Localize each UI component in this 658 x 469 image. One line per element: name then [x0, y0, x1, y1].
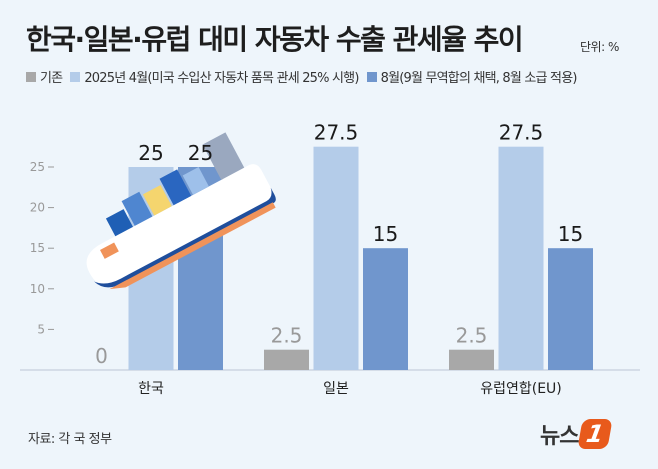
- legend-label: 2025년 4월(미국 수입산 자동차 품목 관세 25% 시행): [84, 71, 359, 86]
- y-tick-label: 5: [37, 322, 45, 336]
- data-label: 2.5: [271, 324, 303, 348]
- bar: [548, 248, 593, 370]
- legend-swatch: [70, 71, 81, 82]
- data-label: 0: [95, 344, 108, 368]
- legend-swatch: [26, 71, 36, 82]
- y-tick-label: 10: [30, 282, 45, 296]
- chart-title: 한국·일본·유럽 대미 자동차 수출 관세율 추이: [26, 23, 524, 56]
- x-tick-label: 한국: [138, 381, 164, 397]
- data-label: 25: [188, 141, 213, 165]
- cargo-ship-illustration: [86, 132, 276, 290]
- bar: [363, 248, 408, 370]
- legend-label: 8월(9월 무역합의 채택, 8월 소급 적용): [380, 71, 578, 86]
- bar: [498, 146, 544, 370]
- source-note: 자료: 각 국 정부: [28, 432, 112, 447]
- legend-swatch: [366, 71, 377, 82]
- logo-mark: 1: [577, 419, 614, 449]
- legend-item-baseline: 기존: [26, 67, 63, 86]
- bar: [313, 146, 359, 370]
- bar: [449, 349, 494, 370]
- data-label: 15: [373, 222, 398, 246]
- y-tick-label: 20: [30, 201, 45, 215]
- data-label: 25: [138, 141, 163, 165]
- bar: [264, 349, 309, 370]
- legend: 기존 2025년 4월(미국 수입산 자동차 품목 관세 25% 시행) 8월(…: [26, 67, 577, 86]
- legend-item-april: 2025년 4월(미국 수입산 자동차 품목 관세 25% 시행): [70, 67, 359, 86]
- news1-logo: 뉴스 1: [540, 418, 614, 450]
- data-label: 2.5: [456, 324, 488, 348]
- x-tick-label: 유럽연합(EU): [480, 381, 562, 397]
- data-label: 27.5: [499, 121, 544, 145]
- y-tick-label: 25: [30, 160, 45, 174]
- legend-label: 기존: [40, 71, 63, 86]
- y-tick-label: 15: [30, 241, 45, 255]
- legend-item-august: 8월(9월 무역합의 채택, 8월 소급 적용): [366, 67, 578, 86]
- data-label: 27.5: [314, 121, 359, 145]
- x-tick-label: 일본: [323, 381, 349, 397]
- logo-text: 뉴스: [540, 424, 579, 449]
- data-label: 15: [558, 222, 583, 246]
- unit-label: 단위: %: [580, 40, 619, 54]
